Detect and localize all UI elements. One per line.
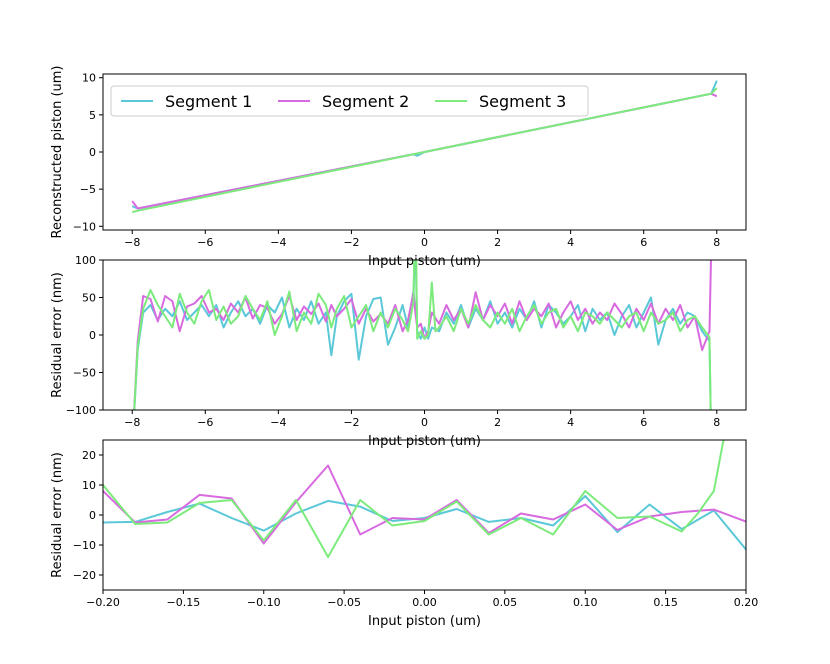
x-tick-label: −8 [124,236,140,249]
x-axis-label: Input piston (um) [368,614,481,629]
y-tick-label: 100 [75,254,96,267]
y-tick-label: −20 [73,569,96,582]
x-tick-label: 6 [640,416,647,429]
series-line-3 [131,87,718,214]
x-tick-label: 8 [713,236,720,249]
y-axis-label: Reconstructed piston (um) [50,66,65,239]
series-lines [133,260,712,410]
chart-panel-1: −8 −6 −4 −2 0 2 4 6 8 −10 −5 0 5 10 Input piston (um) R… [50,66,747,269]
x-tick-label: −2 [343,416,359,429]
x-tick-label: −0.10 [247,596,281,609]
series-line-2 [103,464,746,545]
legend-label: Segment 3 [479,92,566,111]
chart-panel-3: −0.20 −0.15 −0.10 −0.05 0.00 0.05 0.10 0.15 0.20… [50,439,759,629]
x-tick-label: −8 [124,416,140,429]
x-tick-label: −4 [270,416,286,429]
x-tick-label: −0.05 [327,596,361,609]
legend: Segment 1 Segment 2 Segment 3 [110,85,589,117]
y-tick-label: 50 [82,292,96,305]
x-tick-label: 0.15 [653,596,678,609]
y-tick-label: 10 [82,72,96,85]
y-axis-label: Residual error (nm) [50,272,65,398]
x-tick-label: −6 [197,416,213,429]
series-lines [103,440,746,558]
y-tick-label: −50 [73,367,96,380]
y-tick-label: −100 [66,404,96,417]
x-tick-label: 6 [640,236,647,249]
legend-label: Segment 2 [322,92,409,111]
x-tick-label: −0.15 [167,596,201,609]
x-tick-label: 2 [494,416,501,429]
y-axis-label: Residual error (nm) [50,452,65,578]
y-tick-label: 20 [82,449,96,462]
y-tick-label: 0 [89,329,96,342]
chart-panel-2: −8 −6 −4 −2 0 2 4 6 8 −100 −50 0 50 100 Input piston (… [50,254,747,449]
axes-frame [102,439,747,591]
series-line-3 [133,260,712,410]
x-tick-label: −6 [197,236,213,249]
y-tick-label: 5 [89,109,96,122]
x-axis-label: Input piston (um) [368,434,481,449]
x-tick-label: −4 [270,236,286,249]
x-tick-label: −0.20 [86,596,120,609]
legend-box [110,85,589,117]
y-tick-label: 0 [89,146,96,159]
x-tick-label: 0.05 [493,596,518,609]
y-tick-label: 10 [82,479,96,492]
x-tick-label: 0.10 [573,596,598,609]
y-tick-label: −10 [73,539,96,552]
x-tick-label: 0.00 [412,596,437,609]
x-tick-label: 0 [421,416,428,429]
x-tick-label: 0 [421,236,428,249]
series-line-2 [133,260,712,410]
x-tick-label: −2 [343,236,359,249]
x-tick-label: 8 [713,416,720,429]
legend-label: Segment 1 [165,92,252,111]
x-tick-label: 4 [567,236,574,249]
y-tick-label: 0 [89,509,96,522]
x-axis-label: Input piston (um) [368,254,481,269]
series-lines [131,80,718,214]
y-tick-label: −10 [73,220,96,233]
y-tick-label: −5 [80,183,96,196]
x-tick-label: 2 [494,236,501,249]
series-line-1 [103,495,746,551]
x-tick-label: 4 [567,416,574,429]
series-line-3 [103,440,725,558]
x-tick-label: 0.20 [734,596,759,609]
